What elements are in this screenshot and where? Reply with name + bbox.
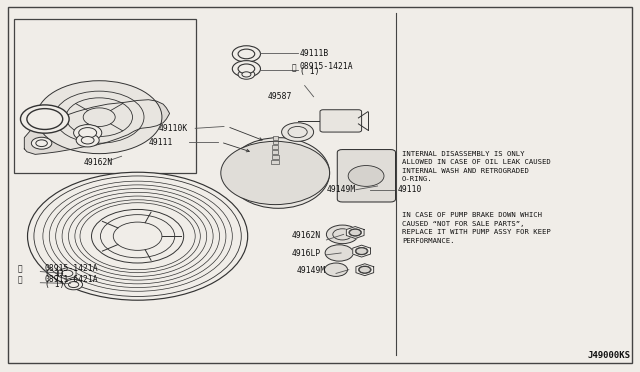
Polygon shape bbox=[58, 267, 76, 279]
Text: 08915-1421A: 08915-1421A bbox=[45, 264, 99, 273]
Circle shape bbox=[65, 279, 83, 290]
Circle shape bbox=[325, 245, 353, 261]
Bar bbox=[273, 145, 278, 149]
Circle shape bbox=[76, 134, 99, 147]
Text: 49110: 49110 bbox=[398, 185, 422, 194]
Text: INTERNAL DISASSEMBLY IS ONLY
ALLOWED IN CASE OF OIL LEAK CAUSED
INTERNAL WASH AN: INTERNAL DISASSEMBLY IS ONLY ALLOWED IN … bbox=[402, 151, 550, 182]
Text: 49111B: 49111B bbox=[300, 49, 329, 58]
Circle shape bbox=[282, 123, 314, 141]
Text: 49162N: 49162N bbox=[83, 158, 113, 167]
Circle shape bbox=[348, 166, 384, 186]
Text: 49149M: 49149M bbox=[326, 185, 356, 194]
Circle shape bbox=[36, 140, 47, 147]
Bar bbox=[272, 150, 278, 154]
Ellipse shape bbox=[227, 138, 330, 208]
Polygon shape bbox=[356, 264, 374, 276]
Circle shape bbox=[74, 125, 102, 141]
Circle shape bbox=[238, 64, 255, 74]
Polygon shape bbox=[163, 228, 181, 245]
Text: IN CASE OF PUMP BRAKE DOWN WHICH
CAUSED “NOT FOR SALE PARTS”,
REPLACE IT WITH PU: IN CASE OF PUMP BRAKE DOWN WHICH CAUSED … bbox=[402, 212, 550, 244]
Bar bbox=[273, 141, 278, 144]
Text: Ⓥ: Ⓥ bbox=[291, 64, 296, 73]
Circle shape bbox=[81, 137, 94, 144]
Text: 49111: 49111 bbox=[149, 138, 173, 147]
Circle shape bbox=[113, 222, 162, 250]
FancyBboxPatch shape bbox=[337, 150, 396, 202]
Text: 4916LP: 4916LP bbox=[291, 249, 321, 258]
Polygon shape bbox=[24, 100, 170, 154]
Circle shape bbox=[31, 137, 52, 149]
Circle shape bbox=[28, 172, 248, 300]
Circle shape bbox=[36, 81, 162, 154]
Text: ( 1): ( 1) bbox=[45, 280, 64, 289]
Text: J49000KS: J49000KS bbox=[588, 351, 630, 360]
Circle shape bbox=[100, 215, 175, 258]
Circle shape bbox=[221, 141, 330, 205]
Bar bbox=[273, 136, 278, 140]
Text: Ⓝ: Ⓝ bbox=[18, 275, 22, 284]
Polygon shape bbox=[346, 227, 364, 238]
Text: 49162N: 49162N bbox=[291, 231, 321, 240]
Circle shape bbox=[355, 247, 368, 255]
Text: 49110K: 49110K bbox=[159, 124, 188, 133]
Text: ( 1): ( 1) bbox=[45, 269, 64, 278]
Circle shape bbox=[92, 209, 184, 263]
FancyBboxPatch shape bbox=[320, 110, 362, 132]
Circle shape bbox=[288, 126, 307, 138]
Circle shape bbox=[27, 109, 63, 129]
Polygon shape bbox=[94, 228, 113, 245]
Circle shape bbox=[68, 282, 79, 288]
Bar bbox=[272, 155, 279, 159]
Circle shape bbox=[79, 128, 97, 138]
Polygon shape bbox=[123, 251, 152, 262]
Circle shape bbox=[238, 49, 255, 59]
Text: 49587: 49587 bbox=[268, 92, 292, 101]
Circle shape bbox=[349, 229, 362, 236]
Text: 08915-1421A: 08915-1421A bbox=[300, 62, 353, 71]
Polygon shape bbox=[123, 211, 152, 222]
Circle shape bbox=[324, 263, 348, 276]
Circle shape bbox=[232, 61, 260, 77]
Bar bbox=[14, 19, 196, 173]
Circle shape bbox=[242, 72, 251, 77]
Circle shape bbox=[238, 70, 255, 79]
Circle shape bbox=[232, 46, 260, 62]
Circle shape bbox=[20, 105, 69, 133]
Text: 08911-6421A: 08911-6421A bbox=[45, 275, 99, 284]
Bar bbox=[271, 160, 279, 164]
Text: ( 1): ( 1) bbox=[300, 67, 319, 76]
Polygon shape bbox=[353, 245, 371, 257]
Text: Ⓝ: Ⓝ bbox=[18, 264, 22, 273]
Circle shape bbox=[358, 266, 371, 273]
Text: 49149M: 49149M bbox=[296, 266, 326, 275]
Circle shape bbox=[326, 225, 358, 244]
